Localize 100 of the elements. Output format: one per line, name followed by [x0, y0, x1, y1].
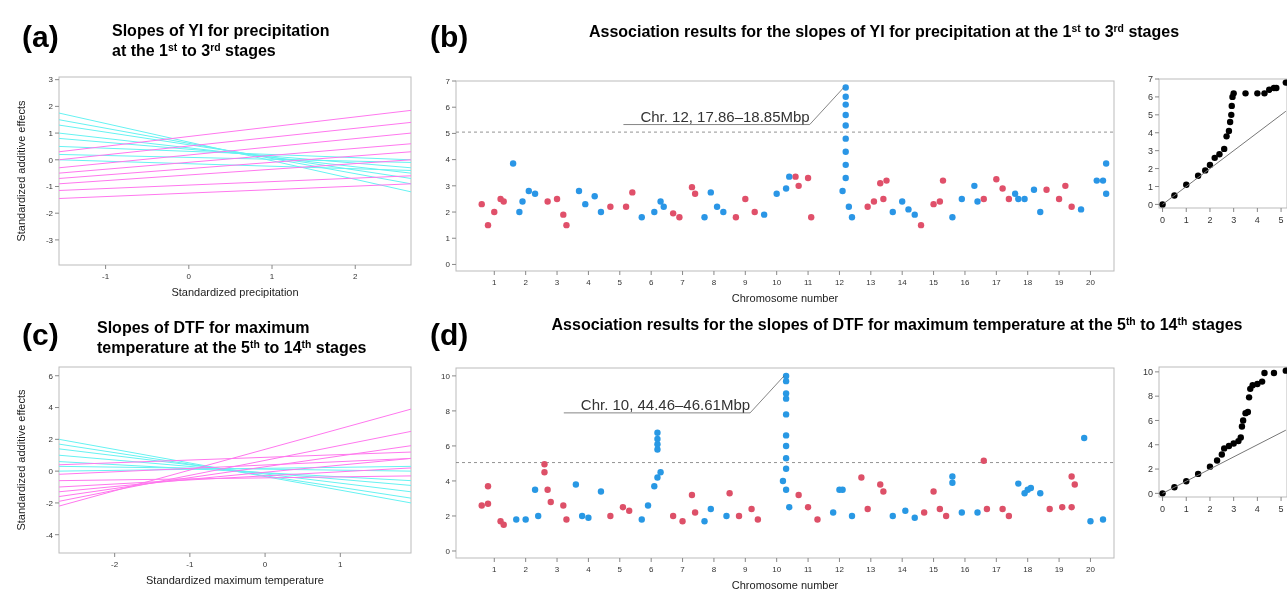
- y-tick-label: 0: [1147, 488, 1153, 499]
- x-tick-label: 5: [617, 565, 623, 574]
- text: (a): [22, 20, 59, 53]
- x-tick-label: 17: [991, 565, 1002, 574]
- x-axis-title: Standardized maximum temperature: [146, 574, 324, 586]
- x-tick-label: 13: [866, 565, 876, 574]
- y-tick-label: 2: [1147, 163, 1153, 174]
- x-tick-label: 2: [1207, 215, 1213, 225]
- x-tick-label: 3: [554, 278, 560, 287]
- x-tick-label: 14: [897, 565, 908, 574]
- y-tick-label: 3: [48, 75, 54, 85]
- x-tick-label: 1: [1183, 215, 1189, 225]
- x-tick-label: 18: [1023, 278, 1033, 287]
- y-tick-label: 6: [445, 441, 451, 451]
- y-tick-label: 0: [48, 466, 54, 476]
- y-tick-label: 8: [445, 406, 451, 416]
- x-tick-label: 19: [1054, 565, 1065, 574]
- y-tick-label: 2: [445, 207, 451, 217]
- y-tick-label: 7: [1147, 74, 1153, 85]
- x-tick-label: 5: [1278, 504, 1284, 514]
- y-tick-label: 1: [48, 128, 54, 138]
- x-tick-label: 5: [617, 278, 623, 287]
- x-tick-label: 20: [1086, 565, 1096, 574]
- chart-title: Association results for the slopes of DTF for maximum temperature at the 5$^{th}$ to 14$^{th}$ stages: [551, 315, 1243, 333]
- x-tick-label: 0: [262, 560, 268, 569]
- x-axis-title: Chromosome number: [731, 579, 839, 591]
- x-tick-label: 7: [680, 565, 686, 574]
- x-tick-label: 0: [186, 272, 192, 281]
- y-tick-label: -2: [45, 208, 54, 218]
- y-axis-title: Standardized additive effects: [15, 388, 27, 531]
- x-tick-label: 0: [1160, 504, 1166, 514]
- y-tick-label: 3: [445, 181, 451, 191]
- x-tick-label: 8: [711, 565, 717, 574]
- y-tick-label: 5: [1147, 109, 1153, 120]
- y-tick-label: 0: [445, 260, 451, 270]
- x-tick-label: 5: [1278, 215, 1284, 225]
- y-tick-label: 4: [1147, 439, 1153, 450]
- x-tick-label: 4: [586, 278, 592, 287]
- y-tick-label: 10: [441, 371, 451, 381]
- x-tick-label: 14: [897, 278, 908, 287]
- x-tick-label: 4: [1254, 215, 1260, 225]
- y-tick-label: 7: [445, 76, 451, 86]
- x-tick-label: 11: [803, 278, 813, 287]
- y-tick-label: 1: [445, 234, 451, 244]
- text: (b): [430, 20, 469, 53]
- x-tick-label: 2: [523, 278, 529, 287]
- y-tick-label: 4: [445, 155, 451, 165]
- y-tick-label: 5: [445, 129, 451, 139]
- x-tick-label: 9: [743, 278, 749, 287]
- x-tick-label: 16: [960, 565, 970, 574]
- y-tick-label: 8: [1147, 391, 1153, 402]
- y-tick-label: 2: [48, 102, 54, 112]
- x-tick-label: 9: [743, 565, 749, 574]
- y-tick-label: -4: [45, 530, 54, 540]
- x-tick-label: 6: [648, 278, 654, 287]
- x-tick-label: 17: [991, 278, 1002, 287]
- y-tick-label: 2: [48, 435, 54, 445]
- x-tick-label: -1: [102, 272, 110, 281]
- chart-title: Slopes of YI for precipitation at the 1$^{st}$ to 3$^{rd}$ stages: [112, 22, 330, 59]
- chart-title: Slopes of DTF for maximum temperature at the 5$^{th}$ to 14$^{th}$ stages: [97, 319, 367, 356]
- x-tick-label: 15: [929, 278, 939, 287]
- x-tick-label: 4: [586, 565, 592, 574]
- y-tick-label: 6: [1147, 92, 1153, 103]
- x-tick-label: 1: [269, 272, 275, 281]
- x-tick-label: 1: [492, 278, 498, 287]
- y-tick-label: 6: [445, 103, 451, 113]
- x-axis-title: Chromosome number: [731, 292, 839, 304]
- x-tick-label: 10: [772, 565, 782, 574]
- chart-title: Association results for the slopes of YI for precipitation at the 1$^{st}$ to 3$^{rd}$ stages: [588, 22, 1180, 40]
- y-axis-title: Standardized additive effects: [15, 99, 27, 242]
- x-tick-label: 3: [1231, 215, 1237, 225]
- x-tick-label: 19: [1054, 278, 1065, 287]
- x-tick-label: 2: [353, 272, 359, 281]
- y-tick-label: -1: [45, 182, 54, 192]
- x-tick-label: 15: [929, 565, 939, 574]
- x-tick-label: 6: [648, 565, 654, 574]
- x-tick-label: 3: [554, 565, 560, 574]
- y-tick-label: 10: [1142, 367, 1153, 378]
- y-tick-label: 6: [48, 371, 54, 381]
- y-tick-label: -3: [45, 235, 54, 245]
- x-tick-label: 4: [1254, 504, 1260, 514]
- x-tick-label: 0: [1160, 215, 1166, 225]
- x-tick-label: 11: [803, 565, 813, 574]
- y-tick-label: 0: [1147, 199, 1153, 210]
- x-tick-label: -1: [186, 560, 194, 569]
- x-axis-title: Standardized precipitation: [171, 286, 299, 298]
- y-tick-label: 4: [445, 476, 451, 486]
- x-tick-label: 2: [523, 565, 529, 574]
- x-tick-label: -2: [111, 560, 119, 569]
- y-tick-label: 2: [1147, 464, 1153, 475]
- x-tick-label: 1: [492, 565, 498, 574]
- x-tick-label: 20: [1086, 278, 1096, 287]
- y-tick-label: 4: [48, 403, 54, 413]
- x-tick-label: 7: [680, 278, 686, 287]
- x-tick-label: 18: [1023, 565, 1033, 574]
- y-tick-label: 0: [445, 546, 451, 556]
- x-tick-label: 1: [1183, 504, 1189, 514]
- x-tick-label: 2: [1207, 504, 1213, 514]
- y-tick-label: 6: [1147, 415, 1153, 426]
- text: (c): [22, 318, 59, 351]
